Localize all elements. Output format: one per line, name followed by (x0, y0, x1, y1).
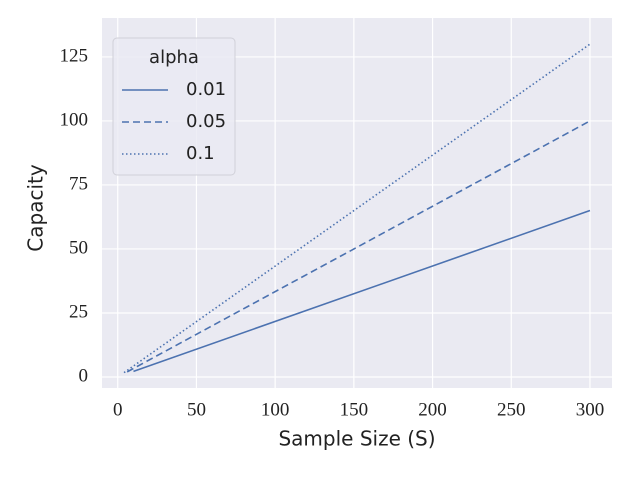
y-axis-label: Capacity (24, 164, 48, 252)
x-tick-label: 300 (576, 399, 605, 420)
x-axis-label: Sample Size (S) (278, 427, 435, 451)
y-tick-label: 125 (60, 45, 89, 66)
legend-label: 0.01 (186, 79, 226, 100)
data-line (133, 209, 591, 373)
x-tick-label: 50 (187, 399, 206, 420)
x-tick-label: 200 (418, 399, 447, 420)
y-tick-label: 25 (69, 301, 88, 322)
y-tick-label: 0 (79, 365, 89, 386)
y-tick-label: 50 (69, 237, 88, 258)
legend-box (112, 37, 236, 176)
legend-label: 0.1 (186, 143, 215, 164)
x-tick-label: 100 (261, 399, 290, 420)
data-line (123, 43, 591, 374)
y-tick-label: 75 (69, 173, 88, 194)
y-tick-label: 100 (60, 109, 89, 130)
x-tick-label: 250 (497, 399, 526, 420)
x-tick-label: 150 (340, 399, 369, 420)
legend-label: 0.05 (186, 111, 226, 132)
x-tick-label: 0 (113, 399, 123, 420)
legend-title: alpha (149, 47, 199, 68)
